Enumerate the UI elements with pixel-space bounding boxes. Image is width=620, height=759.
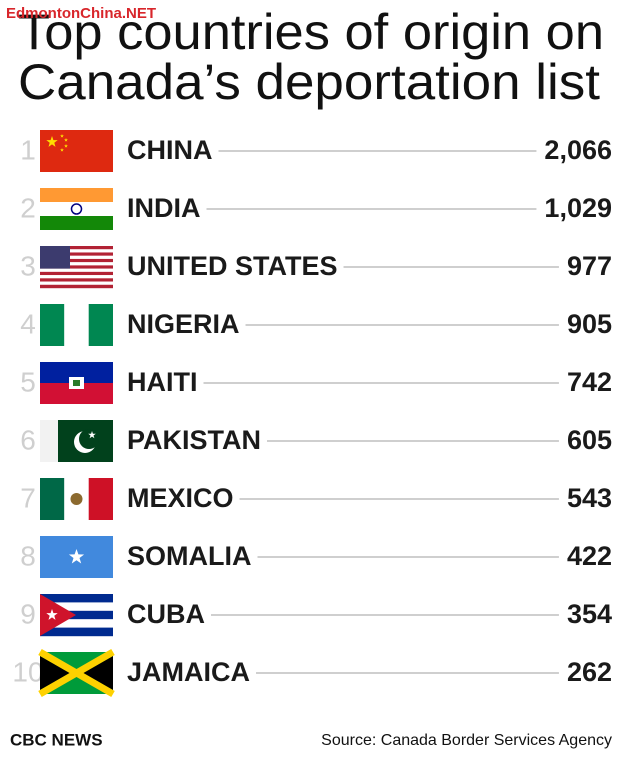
flag-stripe: [40, 610, 113, 620]
flag-side: [83, 656, 113, 690]
flag-stripe: [40, 362, 113, 383]
flag-stripe: [88, 478, 113, 520]
flag-stripe: [64, 304, 89, 346]
country-name: NIGERIA: [127, 309, 240, 339]
rank: 3: [20, 250, 36, 281]
rank: 8: [20, 540, 36, 571]
flag-stripe: [40, 268, 113, 273]
flag-star: [88, 431, 96, 439]
flag-stripe: [88, 304, 113, 346]
flag-stripe: [40, 249, 113, 253]
rank: 6: [20, 424, 36, 455]
country-name: CUBA: [127, 599, 205, 629]
country-name: HAITI: [127, 367, 198, 397]
flag-emblem: [70, 203, 83, 215]
rank: 7: [20, 482, 36, 513]
flag: [40, 536, 113, 578]
value-label: 354: [567, 599, 612, 629]
flag-stripe: [40, 262, 113, 266]
flag: [38, 648, 115, 698]
flag-stripe: [40, 619, 113, 628]
flag-hoist: [40, 420, 58, 462]
value-label: 422: [567, 541, 612, 571]
flag-stripe: [40, 278, 113, 282]
country-name: PAKISTAN: [127, 425, 261, 455]
flag: [40, 130, 113, 172]
rank: 10: [12, 656, 43, 687]
brand: CBC NEWS: [10, 730, 103, 749]
rank: 4: [20, 308, 36, 339]
flag-emblem: [70, 493, 83, 505]
flag-stripe: [40, 275, 113, 279]
flag-crescent-cut: [79, 429, 99, 449]
flag-stripe: [40, 202, 113, 216]
rank: 5: [20, 366, 36, 397]
value-label: 905: [567, 309, 612, 339]
watermark: EdmontonChina.NET: [6, 5, 156, 22]
flag-star: [64, 144, 68, 148]
value-label: 543: [567, 483, 612, 513]
flag-stripe: [40, 252, 113, 256]
flag-stripe: [40, 246, 113, 250]
flag: [40, 246, 113, 289]
flag-star: [46, 136, 58, 147]
country-name: CHINA: [127, 135, 213, 165]
flag-stripe: [40, 258, 113, 263]
flag-stripe: [40, 304, 65, 346]
country-name: SOMALIA: [127, 541, 252, 571]
value-label: 1,029: [544, 193, 612, 223]
flag-stripe: [40, 478, 65, 520]
country-name: INDIA: [127, 193, 201, 223]
flag: [40, 478, 113, 520]
flag-stripe: [40, 594, 113, 603]
title-line: Canada’s deportation list: [18, 54, 600, 110]
flag: [40, 362, 113, 404]
value-label: 2,066: [544, 135, 612, 165]
flag-star: [46, 609, 58, 620]
rank: 2: [20, 192, 36, 223]
flag-side: [40, 656, 70, 690]
flag-stripe: [40, 265, 113, 269]
value-label: 605: [567, 425, 612, 455]
flag-stripe: [40, 271, 113, 276]
value-label: 977: [567, 251, 612, 281]
flag-field: [40, 130, 113, 172]
flag-canton: [40, 246, 70, 269]
flag-stripe: [40, 281, 113, 285]
flag: [40, 304, 113, 346]
rank: 9: [20, 598, 36, 629]
flag-stripe: [40, 255, 113, 260]
flag-star: [60, 148, 64, 152]
flag-star: [68, 549, 85, 564]
flag-saltire: [38, 648, 115, 698]
country-name: UNITED STATES: [127, 251, 338, 281]
value-label: 742: [567, 367, 612, 397]
flag: [40, 188, 113, 230]
title-line: Top countries of origin on: [18, 4, 604, 60]
country-name: MEXICO: [127, 483, 234, 513]
source: Source: Canada Border Services Agency: [321, 732, 612, 749]
flag-star: [64, 138, 68, 142]
flag-stripe: [40, 602, 113, 611]
flag-stripe: [40, 216, 113, 230]
flag-triangle: [40, 594, 76, 636]
flag-stripe: [40, 188, 113, 202]
flag-stripe: [40, 383, 113, 404]
flag-stripe: [40, 284, 113, 289]
flag: [40, 420, 113, 462]
flag: [40, 594, 113, 637]
flag-stripe: [40, 627, 113, 637]
rank: 1: [20, 134, 36, 165]
flag-star: [60, 134, 64, 138]
value-label: 262: [567, 657, 612, 687]
country-name: JAMAICA: [127, 657, 250, 687]
flag-emblem: [73, 380, 80, 386]
